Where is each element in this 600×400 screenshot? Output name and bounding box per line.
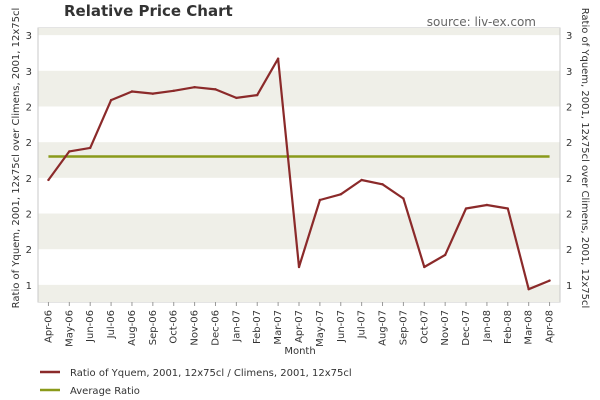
legend-label-ratio: Ratio of Yquem, 2001, 12x75cl / Climens,… (70, 368, 352, 379)
x-tick-label: Apr-07 (294, 310, 305, 343)
y-tick-label-right: 1 (566, 281, 572, 292)
data-point-ratio (423, 265, 426, 269)
x-tick-label: Aug-06 (127, 310, 138, 346)
data-point-ratio (485, 203, 489, 207)
data-point-ratio (506, 207, 509, 210)
legend: Ratio of Yquem, 2001, 12x75cl / Climens,… (40, 368, 352, 397)
x-tick-label: Oct-07 (419, 310, 430, 344)
y-tick-label-right: 2 (566, 138, 572, 149)
x-tick-label: Jul-07 (357, 310, 368, 339)
y-axis-left: 1 2 2 2 2 2 3 3 (26, 31, 32, 292)
y-tick-label-left: 2 (26, 174, 32, 185)
data-point-ratio (360, 178, 363, 182)
y-tick-label-left: 2 (26, 102, 32, 113)
y-axis-right: 1 2 2 2 2 2 3 3 (566, 31, 572, 292)
x-tick-label: Nov-07 (440, 310, 451, 346)
grid-bands (38, 28, 560, 302)
x-tick-label: Aug-07 (378, 310, 389, 346)
data-point-ratio (235, 96, 238, 100)
x-axis-label: Month (284, 346, 315, 357)
x-tick-label: Sep-07 (398, 310, 409, 345)
chart-title: Relative Price Chart (64, 2, 233, 20)
y-tick-label-left: 2 (26, 210, 32, 221)
y-axis-label-left: Ratio of Yquem, 2001, 12x75cl over Clime… (11, 8, 22, 309)
grid-band (38, 70, 560, 107)
y-tick-label-left: 1 (26, 281, 32, 292)
legend-label-average: Average Ratio (70, 386, 140, 397)
grid-band (38, 28, 560, 36)
y-axis-label-right: Ratio of Yquem, 2001, 12x75cl over Clime… (579, 8, 590, 309)
x-tick-label: Feb-07 (252, 310, 263, 344)
data-point-ratio (47, 178, 50, 182)
y-tick-label-right: 2 (566, 245, 572, 256)
x-tick-label: Mar-07 (273, 310, 284, 345)
data-point-ratio (339, 193, 342, 196)
x-tick-label: Dec-06 (210, 310, 221, 346)
y-tick-label-right: 3 (566, 67, 572, 78)
data-point-ratio (214, 88, 217, 91)
series-lines (47, 57, 551, 291)
data-point-ratio (527, 287, 530, 291)
data-point-ratio (381, 183, 384, 186)
y-tick-label-right: 2 (566, 210, 572, 221)
y-tick-label-left: 2 (26, 245, 32, 256)
data-point-ratio (193, 86, 196, 89)
x-tick-label: Jan-08 (482, 310, 493, 343)
grid-band (38, 213, 560, 250)
x-tick-label: Apr-06 (43, 310, 54, 343)
data-point-ratio (172, 89, 175, 92)
y-tick-label-right: 3 (566, 31, 572, 42)
x-tick-label: Dec-07 (461, 310, 472, 346)
chart-source: source: liv-ex.com (427, 15, 536, 29)
data-point-ratio (548, 279, 551, 282)
x-tick-label: Nov-06 (190, 310, 201, 346)
y-tick-label-right: 2 (566, 174, 572, 185)
data-point-ratio (297, 265, 301, 269)
y-tick-label-left: 2 (26, 138, 32, 149)
data-point-ratio (151, 92, 155, 95)
x-tick-label: Jun-07 (336, 310, 347, 343)
data-point-ratio (89, 146, 92, 150)
data-point-ratio (130, 90, 134, 93)
data-point-ratio (256, 93, 259, 97)
x-tick-label: Feb-08 (503, 310, 514, 344)
x-tick-label: May-06 (64, 310, 75, 347)
data-point-ratio (109, 98, 113, 102)
x-tick-label: Sep-06 (148, 310, 159, 345)
y-tick-label-right: 2 (566, 102, 572, 113)
y-tick-label-left: 3 (26, 67, 32, 78)
data-point-ratio (68, 150, 71, 153)
x-axis: Apr-06 May-06 Jun-06 Jul-06 Aug-06 Sep-06 Oct-… (43, 302, 556, 347)
x-tick-label: Mar-08 (524, 310, 535, 345)
x-tick-label: Jun-06 (85, 310, 96, 343)
x-tick-label: May-07 (315, 310, 326, 347)
x-tick-label: Oct-06 (169, 310, 180, 344)
grid-band (38, 284, 560, 302)
x-tick-label: Jul-06 (106, 310, 117, 339)
grid-band (38, 142, 560, 178)
data-point-ratio (276, 57, 280, 60)
x-tick-label: Jan-07 (231, 310, 242, 343)
data-point-ratio (402, 197, 405, 200)
data-point-ratio (443, 253, 447, 257)
data-point-ratio (318, 198, 322, 202)
data-point-ratio (464, 207, 468, 210)
x-tick-label: Apr-08 (545, 310, 556, 343)
y-tick-label-left: 3 (26, 31, 32, 42)
